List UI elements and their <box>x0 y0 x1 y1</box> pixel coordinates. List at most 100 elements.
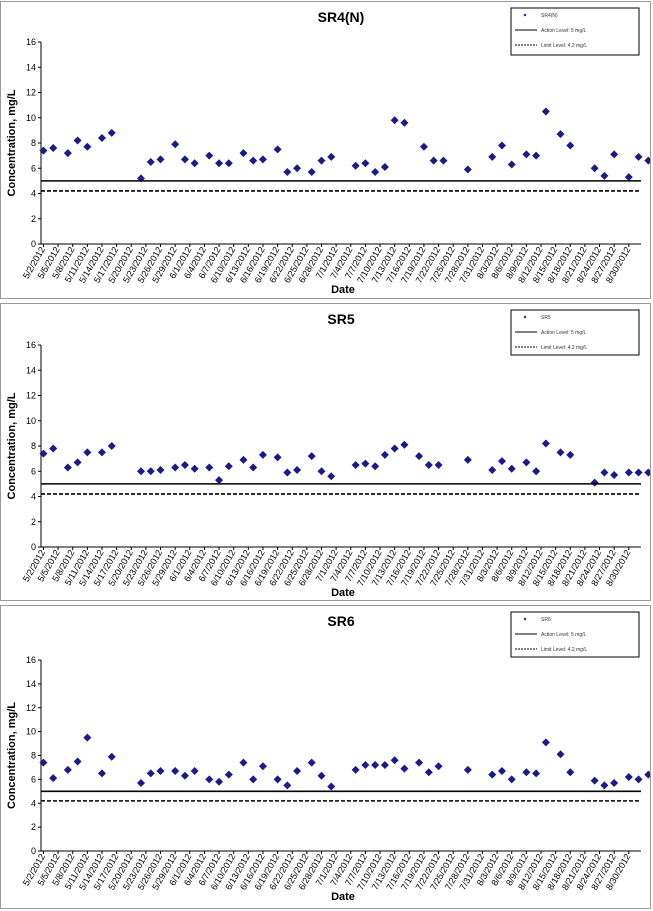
data-point <box>107 752 116 761</box>
legend-label: SR5 <box>541 315 551 321</box>
y-tick-label: 0 <box>31 239 36 249</box>
data-point <box>532 467 541 476</box>
data-point <box>361 459 370 468</box>
data-point <box>532 769 541 778</box>
data-point <box>224 462 233 471</box>
data-point <box>39 449 48 458</box>
data-point <box>488 770 497 779</box>
data-point <box>49 444 58 453</box>
data-point <box>73 136 82 145</box>
data-point <box>137 778 145 787</box>
data-point <box>258 762 267 771</box>
data-point <box>249 156 258 165</box>
data-point <box>522 458 531 467</box>
data-point <box>190 464 199 473</box>
data-point <box>283 468 292 477</box>
y-tick-label: 12 <box>26 88 36 98</box>
data-point <box>107 442 116 450</box>
data-point <box>556 750 565 759</box>
data-point <box>624 468 633 477</box>
data-point <box>107 128 116 137</box>
y-tick-label: 14 <box>26 679 36 689</box>
legend-label: Action Level: 5 mg/L <box>541 632 587 638</box>
data-point <box>434 460 443 469</box>
legend-label: Action Level: 5 mg/L <box>541 330 587 336</box>
data-point <box>390 116 399 125</box>
data-point <box>429 156 438 165</box>
data-point <box>610 778 619 787</box>
y-axis-title: Concentration, mg/L <box>6 89 18 196</box>
data-point <box>400 118 409 127</box>
y-tick-label: 8 <box>31 138 36 148</box>
y-tick-label: 4 <box>31 798 36 808</box>
legend-label: SR4(N) <box>541 13 558 19</box>
data-point <box>180 155 189 164</box>
data-point <box>522 150 531 159</box>
data-point <box>497 457 506 466</box>
data-point <box>541 738 550 747</box>
data-point <box>507 775 516 784</box>
data-point <box>390 444 399 453</box>
data-point <box>644 468 650 477</box>
data-point <box>327 152 336 161</box>
data-point <box>590 478 599 487</box>
data-point <box>83 142 92 151</box>
y-tick-label: 8 <box>31 751 36 761</box>
y-tick-label: 16 <box>26 655 36 665</box>
data-point <box>317 156 326 165</box>
data-point <box>224 159 233 168</box>
data-point <box>73 757 82 766</box>
data-point <box>522 768 531 777</box>
data-point <box>600 171 609 180</box>
data-point <box>424 460 433 469</box>
data-point <box>307 758 316 767</box>
legend: SR4(N) Action Level: 5 mg/L Limit Level: 4… <box>510 7 640 56</box>
data-point <box>566 450 575 459</box>
data-point <box>610 471 619 480</box>
data-point <box>180 460 189 469</box>
legend-label: Action Level: 5 mg/L <box>541 28 587 34</box>
data-point <box>400 440 409 449</box>
data-point <box>361 761 370 770</box>
data-point <box>171 140 180 149</box>
y-tick-label: 12 <box>26 391 36 401</box>
y-tick-label: 0 <box>31 542 36 552</box>
legend-label: Limit Level: 4.2 mg/L <box>541 345 587 351</box>
y-tick-label: 6 <box>31 466 36 476</box>
chart-panel-sr6: SR6 0 2 4 6 8 10 12 14 16 Concentration, mg/L 5/2/2… <box>0 605 651 909</box>
legend-marker <box>523 315 527 319</box>
data-point <box>258 155 267 164</box>
data-point <box>488 465 497 474</box>
data-point <box>624 772 633 781</box>
data-point <box>371 462 380 471</box>
chart-title: SR4(N) <box>318 9 365 25</box>
data-point <box>146 769 155 778</box>
data-point <box>327 782 336 791</box>
data-point <box>249 775 258 784</box>
data-point <box>541 439 550 448</box>
data-point <box>249 463 258 472</box>
data-point <box>258 450 267 459</box>
data-point <box>351 460 360 469</box>
data-point <box>439 156 448 165</box>
data-point <box>273 453 282 462</box>
data-point <box>171 767 180 776</box>
y-axis-title: Concentration, mg/L <box>6 702 18 809</box>
data-point <box>634 468 643 477</box>
y-tick-label: 14 <box>26 365 36 375</box>
data-point <box>137 467 145 476</box>
data-point <box>317 771 326 780</box>
data-point <box>463 455 472 464</box>
data-point <box>83 733 92 742</box>
y-tick-label: 2 <box>31 822 36 832</box>
data-point <box>327 472 336 481</box>
data-point <box>49 144 58 153</box>
data-point <box>488 152 497 161</box>
data-point <box>239 758 248 767</box>
y-axis-title: Concentration, mg/L <box>6 392 18 499</box>
y-tick-label: 10 <box>26 727 36 737</box>
data-point <box>273 775 282 784</box>
data-point <box>507 160 516 169</box>
